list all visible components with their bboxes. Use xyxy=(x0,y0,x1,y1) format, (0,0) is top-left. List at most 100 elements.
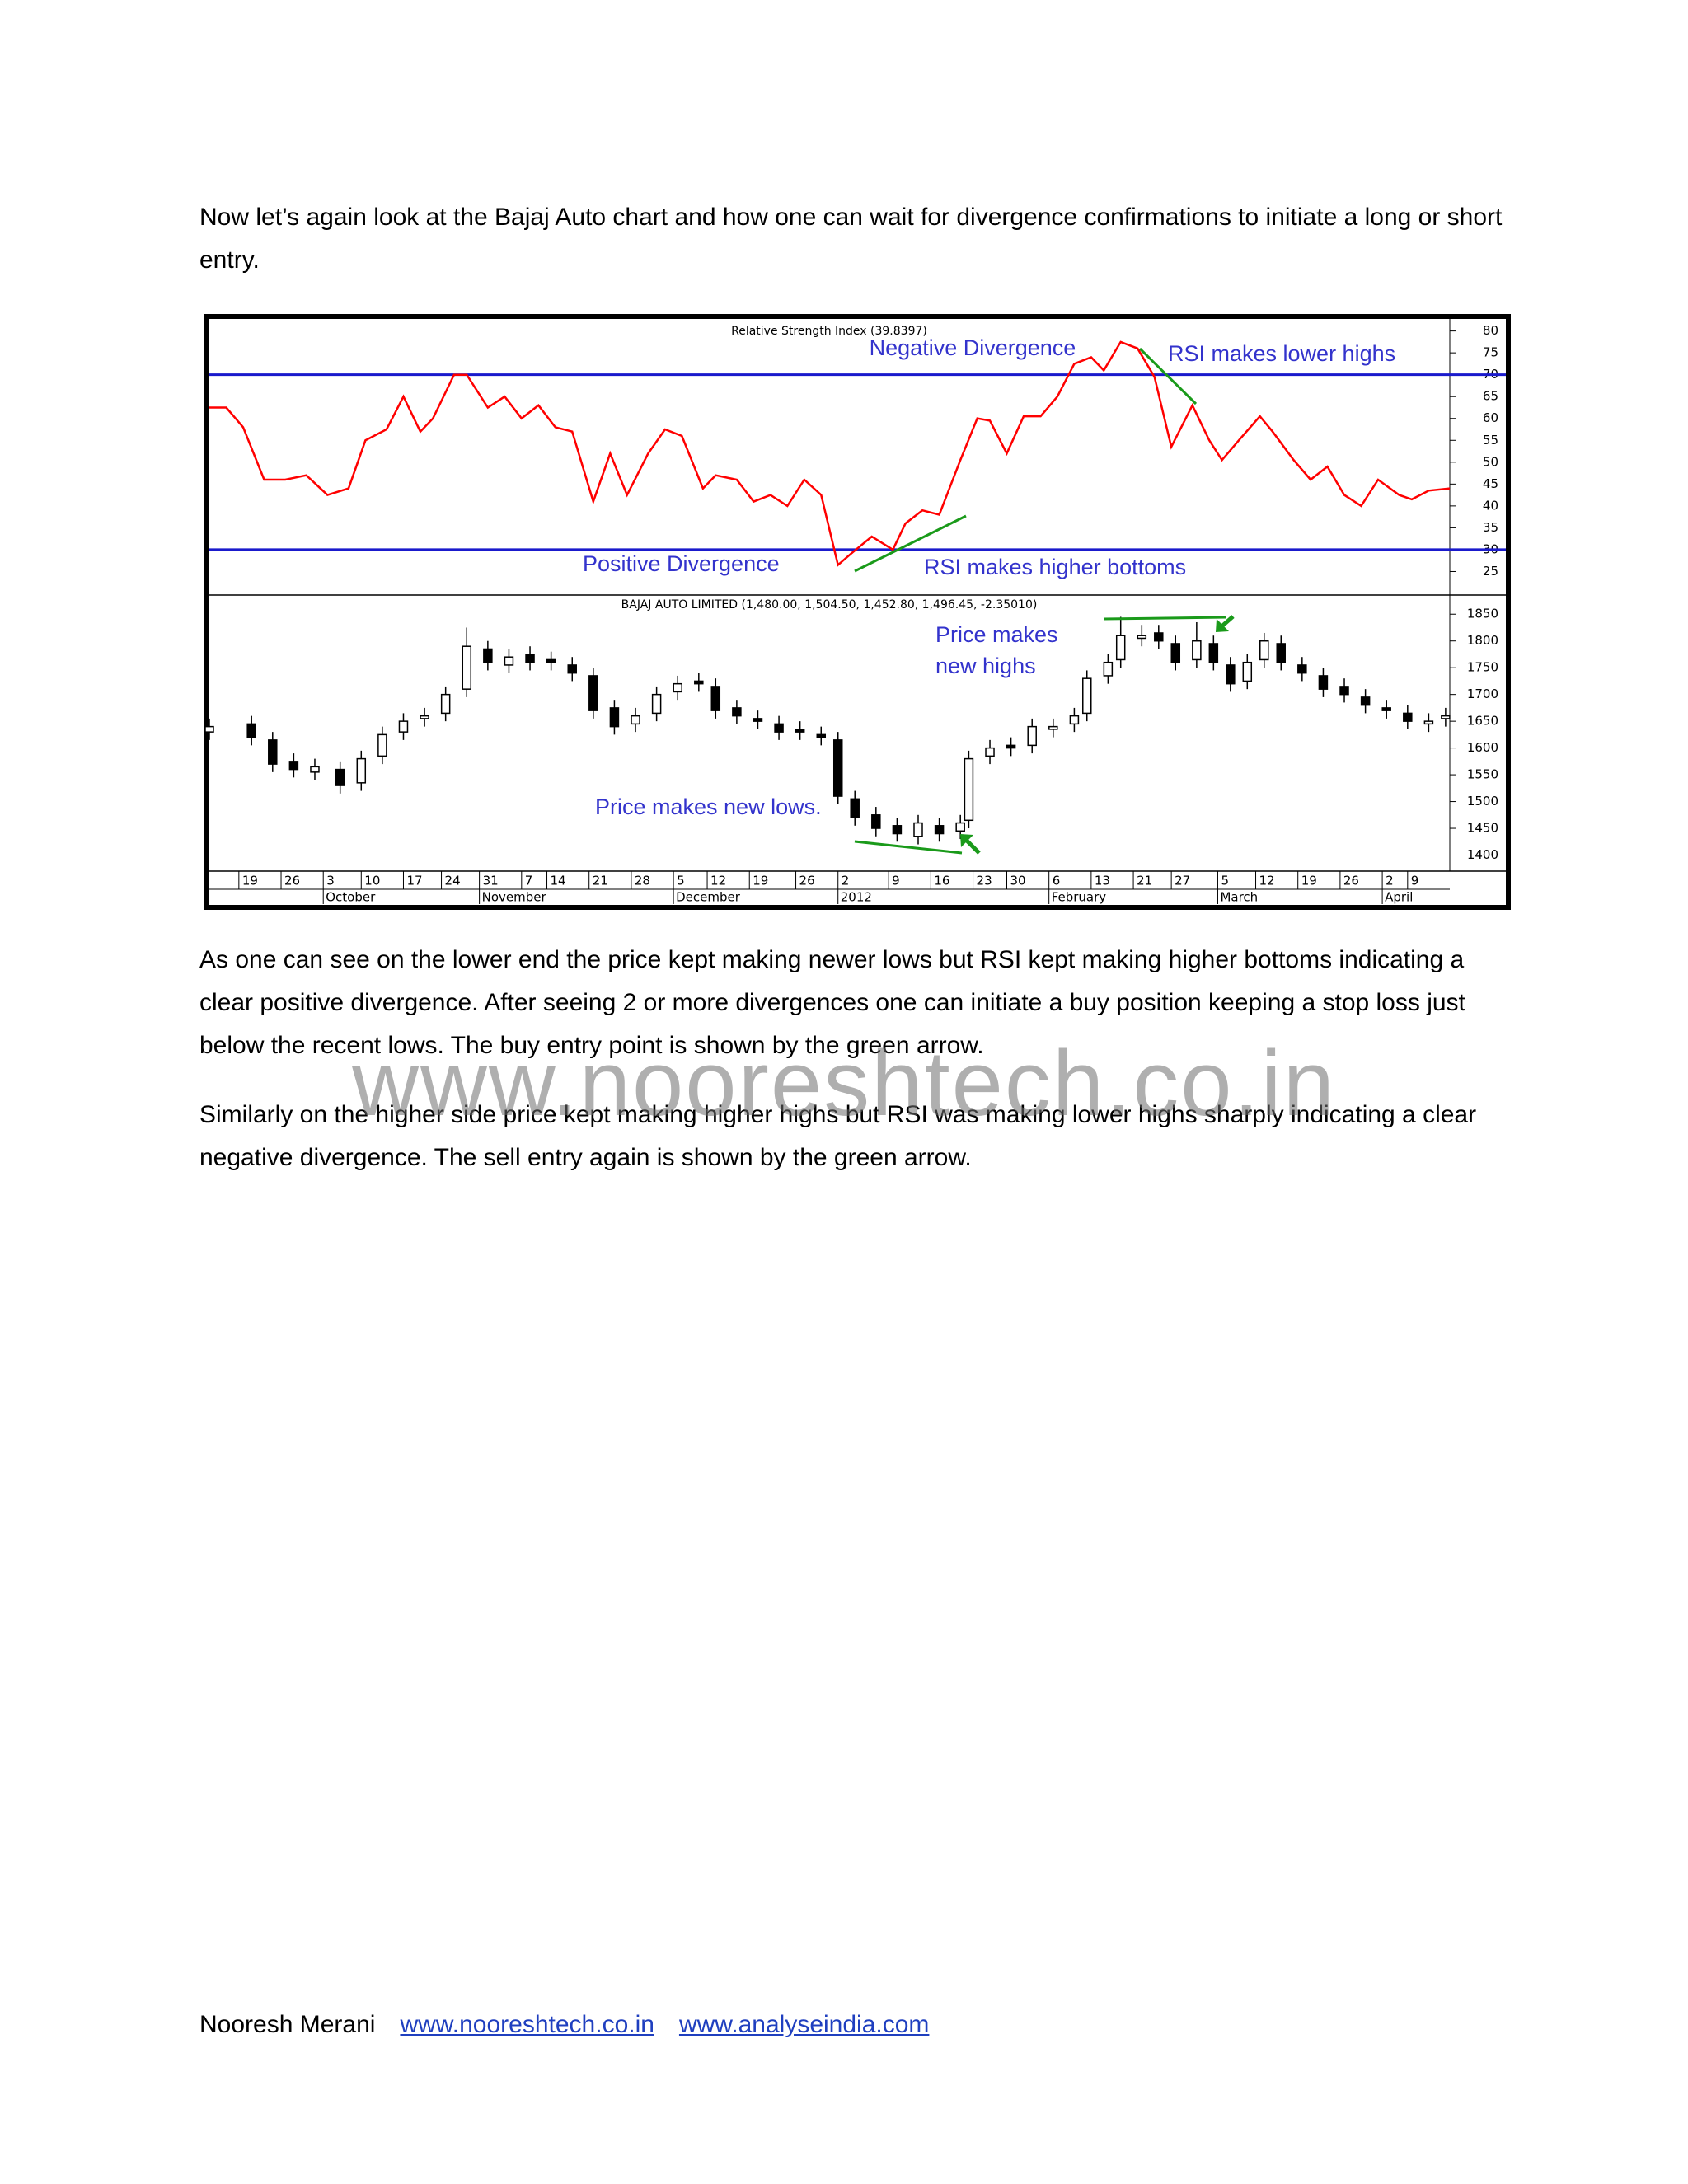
y-tick-label: 55 xyxy=(1483,433,1498,448)
trend-line xyxy=(1138,347,1198,405)
y-tick-label: 50 xyxy=(1483,454,1498,469)
x-tick-label: 19 xyxy=(1301,874,1317,888)
candle-body xyxy=(832,739,843,797)
x-tick-label: 2012 xyxy=(841,890,872,905)
candle-body xyxy=(1115,635,1126,661)
candle-body xyxy=(631,715,640,725)
x-tick-label: December xyxy=(676,890,741,905)
trend-line xyxy=(1103,616,1227,621)
candle-body xyxy=(774,723,784,733)
candle-body xyxy=(1441,715,1451,719)
y-tick-label: 1800 xyxy=(1467,633,1498,648)
x-tick-label: 7 xyxy=(525,874,533,888)
annotation: RSI makes higher bottoms xyxy=(924,555,1186,579)
candle-body xyxy=(268,739,278,765)
candle-body xyxy=(335,768,345,786)
candle-body xyxy=(985,747,995,757)
candle-body xyxy=(567,664,577,674)
candle-body xyxy=(1403,712,1413,722)
candle-body xyxy=(1048,725,1058,730)
y-tick-label: 80 xyxy=(1483,323,1498,338)
candle-body xyxy=(732,707,742,717)
x-tick-label: 26 xyxy=(284,874,300,888)
candle-body xyxy=(356,757,367,784)
candle-body xyxy=(609,707,620,728)
x-tick-label: 24 xyxy=(445,874,461,888)
paragraph: Similarly on the higher side price kept … xyxy=(199,1101,1477,1171)
y-tick-label: 35 xyxy=(1483,520,1498,535)
chart-title: Relative Strength Index (39.8397) xyxy=(731,325,927,338)
x-tick-label: 9 xyxy=(892,874,900,888)
x-tick-label: 28 xyxy=(635,874,650,888)
candle-body xyxy=(288,761,299,771)
candle-body xyxy=(398,720,409,733)
candle-body xyxy=(1154,632,1164,642)
paragraph: Now let’s again look at the Bajaj Auto c… xyxy=(199,204,1503,274)
candle-body xyxy=(1242,661,1253,682)
x-tick-label: 3 xyxy=(326,874,335,888)
y-tick-label: 1600 xyxy=(1467,740,1498,755)
candle-body xyxy=(204,725,214,733)
candle-body xyxy=(525,654,535,663)
candle-body xyxy=(871,814,881,829)
candle-body xyxy=(934,825,945,835)
x-tick-label: 14 xyxy=(551,874,566,888)
candle-body xyxy=(1027,725,1037,747)
x-tick-label: 23 xyxy=(977,874,992,888)
candle-body xyxy=(892,825,903,835)
candle-body xyxy=(1339,686,1349,696)
x-tick-label: 16 xyxy=(934,874,950,888)
x-tick-label: 21 xyxy=(1137,874,1152,888)
x-tick-label: October xyxy=(326,890,376,905)
chart: Relative Strength Index (39.8397)2530354… xyxy=(204,314,1511,910)
plot-layer: Relative Strength Index (39.8397)2530354… xyxy=(204,323,1506,905)
candle-body xyxy=(816,733,827,738)
x-tick-label: 19 xyxy=(242,874,258,888)
entry-arrow xyxy=(1216,615,1235,632)
entry-arrow xyxy=(960,834,981,855)
trend-line xyxy=(854,514,967,573)
candle-body xyxy=(1006,744,1016,749)
candle-body xyxy=(795,729,805,733)
watermark: www.nooreshtech.co.in xyxy=(352,1032,1336,1135)
y-tick-label: 1850 xyxy=(1467,607,1498,621)
x-tick-label: November xyxy=(482,890,547,905)
candle-body xyxy=(1297,664,1307,674)
y-tick-label: 1450 xyxy=(1467,821,1498,836)
x-tick-label: 6 xyxy=(1053,874,1061,888)
candle-body xyxy=(955,822,965,832)
x-tick-label: 12 xyxy=(710,874,726,888)
x-tick-label: 30 xyxy=(1010,874,1026,888)
candle-body xyxy=(483,648,493,663)
candle-body xyxy=(651,693,662,715)
candle-body xyxy=(710,686,721,711)
trend-line xyxy=(854,840,963,855)
candle-body xyxy=(504,656,514,666)
y-tick-label: 1400 xyxy=(1467,847,1498,862)
y-tick-label: 75 xyxy=(1483,345,1498,360)
x-tick-label: 5 xyxy=(1221,874,1229,888)
x-tick-label: March xyxy=(1220,890,1258,905)
y-tick-label: 45 xyxy=(1483,476,1498,491)
candle-body xyxy=(310,766,320,773)
candle-body xyxy=(1103,661,1114,677)
x-tick-label: 21 xyxy=(593,874,608,888)
x-tick-label: February xyxy=(1052,890,1107,905)
candle-body xyxy=(694,680,704,685)
candle-body xyxy=(1276,643,1286,663)
footer: Nooresh Merani www.nooreshtech.co.in www.a… xyxy=(199,2011,929,2039)
candle-body xyxy=(1137,635,1147,640)
annotation: new highs xyxy=(935,654,1036,678)
x-tick-label: 2 xyxy=(1386,874,1394,888)
x-tick-label: 26 xyxy=(1343,874,1359,888)
candle-body xyxy=(462,645,472,690)
candle-body xyxy=(588,675,598,711)
candle-body xyxy=(420,715,429,719)
paragraph: As one can see on the lower end the pric… xyxy=(199,946,1465,1059)
link[interactable]: www.nooreshtech.co.in xyxy=(400,2011,654,2038)
x-tick-label: 12 xyxy=(1259,874,1275,888)
x-tick-label: April xyxy=(1385,890,1413,905)
link[interactable]: www.analyseindia.com xyxy=(678,2011,930,2038)
candle-body xyxy=(1069,715,1080,725)
